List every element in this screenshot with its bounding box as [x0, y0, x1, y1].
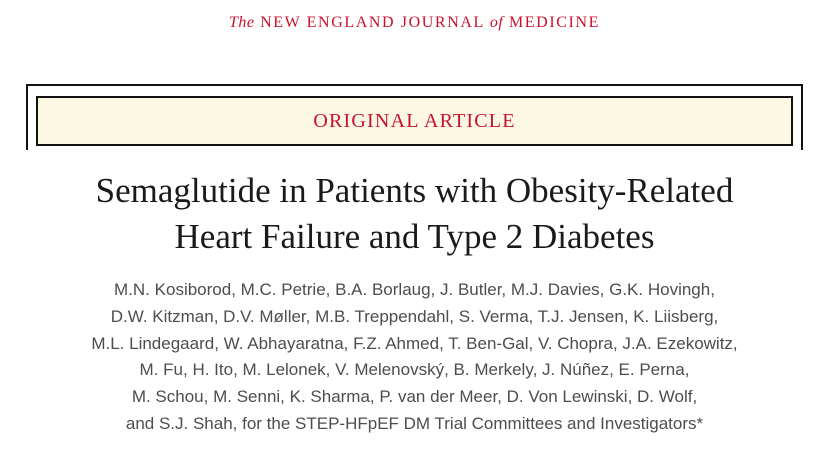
journal-connector: of [489, 14, 504, 31]
author-list: M.N. Kosiborod, M.C. Petrie, B.A. Borlau… [0, 277, 829, 438]
article-type-outer-frame [26, 84, 803, 150]
author-line-5: M. Schou, M. Senni, K. Sharma, P. van de… [131, 387, 698, 407]
title-line-1: Semaglutide in Patients with Obesity-Rel… [95, 171, 734, 210]
journal-masthead: The NEW ENGLAND JOURNAL of MEDICINE [0, 14, 829, 32]
journal-prefix: The [229, 14, 255, 31]
article-title: Semaglutide in Patients with Obesity-Rel… [0, 168, 829, 260]
author-line-4: M. Fu, H. Ito, M. Lelonek, V. Melenovský… [139, 360, 690, 380]
author-line-3: M.L. Lindegaard, W. Abhayaratna, F.Z. Ah… [91, 333, 738, 353]
article-type-box: ORIGINAL ARTICLE [36, 96, 793, 146]
article-type-label: ORIGINAL ARTICLE [313, 109, 516, 132]
title-line-2: Heart Failure and Type 2 Diabetes [174, 217, 655, 256]
author-line-2: D.W. Kitzman, D.V. Møller, M.B. Treppend… [110, 306, 719, 326]
journal-name-part2: MEDICINE [508, 14, 600, 31]
author-line-6: and S.J. Shah, for the STEP-HFpEF DM Tri… [125, 413, 704, 433]
journal-name-part1: NEW ENGLAND JOURNAL [260, 14, 485, 31]
author-line-1: M.N. Kosiborod, M.C. Petrie, B.A. Borlau… [114, 280, 715, 299]
